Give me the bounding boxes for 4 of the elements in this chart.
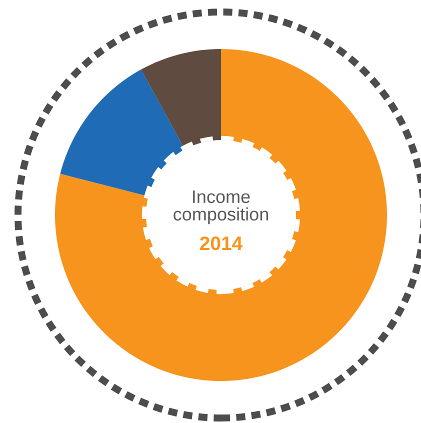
text: 2014 xyxy=(200,236,243,250)
donut-slice xyxy=(55,49,387,381)
text: Income composition xyxy=(174,190,268,224)
donut-slice xyxy=(60,70,185,196)
